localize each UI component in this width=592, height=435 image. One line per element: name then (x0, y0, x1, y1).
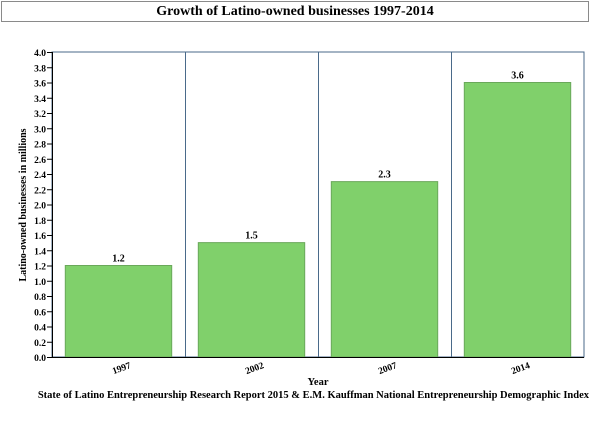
bar-2007 (330, 181, 439, 358)
data-label-2014: 3.6 (511, 71, 524, 82)
y-tick-label: 3.4 (34, 95, 46, 105)
bar-1997 (64, 265, 173, 358)
y-tick-label: 0.4 (34, 324, 46, 334)
y-tick-label: 4.0 (34, 49, 46, 59)
y-tick-label: 3.2 (34, 110, 46, 120)
y-tick-label: 3.0 (34, 125, 46, 135)
data-label-2002: 1.5 (245, 231, 258, 242)
y-tick-label: 1.4 (34, 247, 46, 257)
y-tick-label: 1.0 (34, 278, 46, 288)
x-tick-label-2014: 2014 (510, 361, 532, 377)
x-tick-label-2002: 2002 (244, 361, 266, 377)
axes: 1997 2002 2007 2014 0.0 0.2 0.4 0.6 0.8 1.0 1.2 1.4… (34, 49, 584, 377)
bar-2002 (197, 242, 306, 358)
y-axis-label: Latino-owned businesses in millions (18, 128, 29, 281)
x-axis-label: Year (308, 377, 329, 388)
source-caption: State of Latino Entrepreneurship Researc… (37, 390, 589, 401)
y-tick-label: 0.8 (34, 293, 46, 303)
y-tick-label: 2.0 (34, 202, 46, 212)
y-tick-label: 2.6 (34, 156, 46, 166)
y-tick-label: 2.8 (34, 141, 46, 151)
data-label-1997: 1.2 (112, 254, 125, 265)
y-tick-label: 0.6 (34, 308, 46, 318)
data-labels: 1.2 1.5 2.3 3.6 (112, 71, 524, 265)
x-tick-label-1997: 1997 (111, 361, 133, 377)
y-tick-label: 3.8 (34, 64, 46, 74)
y-tick-label: 1.6 (34, 232, 46, 242)
data-label-2007: 2.3 (378, 170, 391, 181)
y-tick-label: 2.4 (34, 171, 46, 181)
y-tick-label: 1.8 (34, 217, 46, 227)
chart-title-box: Growth of Latino-owned businesses 1997-2… (1, 1, 589, 22)
bars (64, 82, 572, 358)
chart-title: Growth of Latino-owned businesses 1997-2… (156, 4, 434, 19)
y-tick-label: 2.2 (34, 186, 46, 196)
y-tick-label: 0.0 (34, 354, 46, 364)
bar-2014 (463, 82, 572, 358)
y-tick-label: 0.2 (34, 339, 46, 349)
y-tick-label: 1.2 (34, 263, 46, 273)
x-tick-label-2007: 2007 (377, 361, 399, 377)
y-tick-label: 3.6 (34, 80, 46, 90)
